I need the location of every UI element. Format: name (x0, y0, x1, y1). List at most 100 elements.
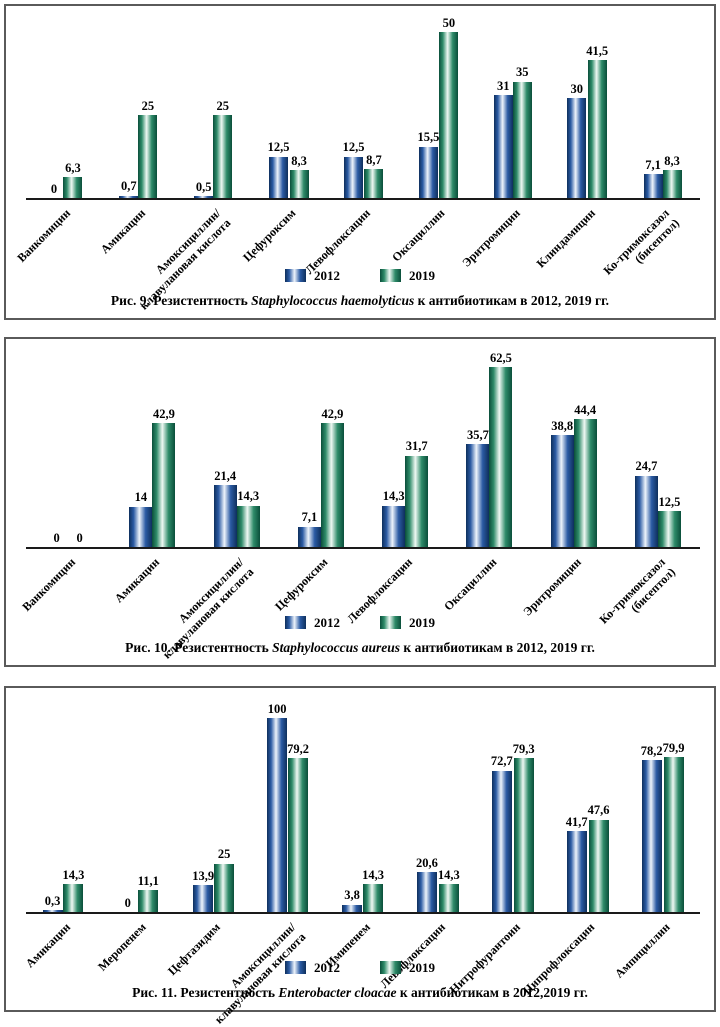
bar-2019 (405, 455, 429, 547)
bar-2012 (566, 831, 587, 912)
species-name: Enterobacter cloacae (278, 985, 397, 1001)
chart-panel-fig11: 0,3 14,3 Амикацин 0 11,1 Меропенем 13,9 25 Цефта… (4, 686, 716, 1027)
legend-swatch-2012 (285, 616, 306, 629)
value-label: 14,3 (62, 867, 85, 882)
category-label: Оксациллин (440, 555, 500, 614)
bar-pair: 13,9 25 (192, 847, 235, 912)
value-label: 25 (217, 847, 231, 861)
category-group: 12,5 8,3 Цефуроксим (240, 32, 326, 264)
category-label: Оксациллин (389, 206, 448, 265)
bar-slot-2012: 38,8 (550, 420, 574, 547)
category-group: 7,1 42,9 Цефуроксим (272, 367, 363, 613)
legend-fig10: 2012 2019 (6, 616, 714, 629)
bar-slot-2019: 79,9 (662, 740, 685, 912)
category-group: 0,3 14,3 Амикацин (23, 718, 101, 971)
category-group: 78,2 79,9 Ампициллин (612, 718, 700, 980)
category-group: 0 11,1 Меропенем (95, 718, 176, 974)
value-label: 11,1 (137, 873, 159, 888)
value-label: 24,7 (635, 459, 658, 474)
category-group: 30 41,5 Клиндамицин (533, 32, 625, 271)
value-label: 12,5 (658, 494, 681, 509)
bar-pair: 7,1 8,3 (643, 153, 682, 198)
bar-2019 (439, 32, 459, 198)
value-label: 47,6 (587, 803, 610, 818)
bar-2012 (418, 146, 438, 198)
bar-slot-2012: 12,5 (268, 141, 290, 198)
category-group: 35,7 62,5 Оксациллин (441, 351, 531, 613)
bar-2019 (320, 423, 344, 547)
bar-2012 (119, 195, 139, 198)
value-label: 6,3 (65, 160, 81, 175)
legend-item-2012: 2012 (285, 269, 340, 282)
value-label: 30 (570, 81, 583, 96)
plot-area-fig10: 0 0 Ванкомицин 14 42,9 Амикацин 21,4 14,3 Амокси… (19, 351, 700, 662)
category-group: 0 6,3 Ванкомицин (14, 32, 101, 265)
bar-slot-2019: 6,3 (63, 160, 83, 198)
category-label: Эритромицин (519, 555, 584, 619)
legend-label-2012: 2012 (314, 960, 340, 975)
value-label: 8,3 (664, 153, 680, 168)
bar-slot-2019: 62,5 (489, 351, 513, 547)
value-label: 20,6 (416, 855, 438, 870)
bar-slot-2012: 12,5 (343, 141, 364, 198)
bar-2012 (416, 872, 437, 912)
value-label: 42,9 (321, 406, 344, 421)
bar-2019 (288, 758, 309, 912)
bar-slot-2012: 14,3 (382, 490, 406, 547)
bar-slot-2012: 0,3 (42, 894, 63, 912)
bar-2019 (663, 757, 684, 912)
bar-2012 (42, 910, 63, 912)
bar-pair: 0,5 25 (194, 98, 233, 198)
caption-text: Рис. 11. Резистентность (132, 985, 279, 1001)
category-group: 12,5 8,7 Левофлоксацин (302, 32, 401, 277)
value-label: 15,5 (417, 130, 440, 145)
category-label: Ванкомицин (14, 206, 74, 265)
legend-fig9: 2012 2019 (6, 269, 714, 282)
category-label: Левофлоксацин (302, 206, 373, 277)
bar-2019 (512, 81, 532, 198)
value-label: 79,9 (662, 740, 685, 755)
bar-pair: 12,5 8,7 (343, 141, 384, 198)
legend-swatch-2012 (285, 269, 306, 282)
bar-slot-2012: 100 (267, 702, 288, 912)
category-label: Цефуроксим (272, 555, 331, 614)
value-label: 25 (216, 98, 229, 113)
bar-slot-2012: 78,2 (641, 745, 663, 912)
bar-slot-2019: 25 (213, 98, 233, 198)
value-label: 31,7 (405, 439, 428, 454)
legend-fig11: 2012 2019 (6, 961, 714, 974)
bar-2019 (63, 177, 83, 198)
legend-label-2019: 2019 (409, 268, 435, 283)
bar-2019 (214, 863, 235, 912)
bar-2019 (138, 115, 158, 198)
bar-slot-2012: 20,6 (416, 857, 438, 912)
category-label: Амикацин (111, 555, 163, 606)
bar-2019 (662, 170, 682, 198)
bar-2019 (573, 419, 597, 547)
bar-slot-2019: 79,3 (513, 743, 535, 912)
value-label: 8,7 (366, 152, 382, 167)
caption-text: к антибиотикам в 2012, 2019 гг. (400, 640, 595, 656)
bar-2012 (193, 885, 214, 912)
value-label: 14 (134, 490, 148, 505)
category-group: 7,1 8,3 Ко-тримоксазол (бисептол) (601, 32, 700, 278)
legend-item-2012: 2012 (285, 961, 340, 974)
value-label: 31 (497, 78, 510, 93)
bar-slot-2019: 50 (439, 16, 459, 198)
category-label: Клиндамицин (533, 206, 598, 271)
bar-2012 (641, 760, 662, 912)
bar-pair: 0,7 25 (119, 98, 158, 198)
bar-2019 (138, 890, 159, 912)
bar-slot-2019: 11,1 (138, 875, 159, 912)
category-group: 0,5 25 Амоксициллин/ клавулановая кислота (137, 32, 251, 312)
category-group: 13,9 25 Цефтазидим (165, 718, 251, 978)
category-label: Амикацин (97, 206, 149, 257)
category-group: 24,7 12,5 Ко-тримоксазол (бисептол) (596, 367, 700, 627)
bar-pair: 12,5 8,3 (268, 141, 309, 198)
bar-2012 (634, 475, 658, 547)
value-label: 25 (141, 98, 155, 113)
bar-2012 (269, 156, 289, 198)
bar-slot-2019: 14,3 (362, 869, 384, 912)
